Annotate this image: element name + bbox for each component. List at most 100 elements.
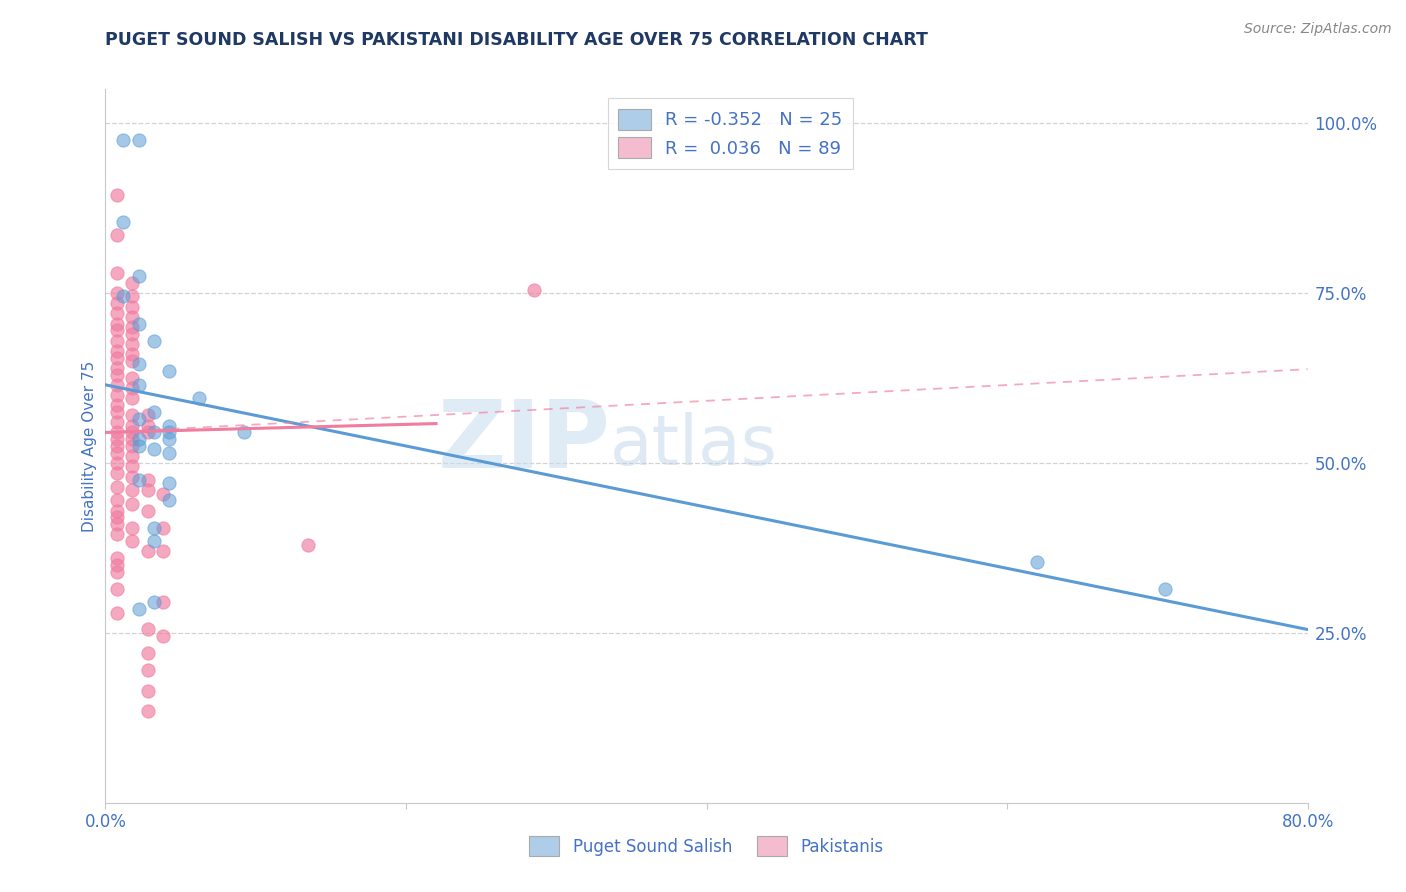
- Point: [107, 517, 129, 532]
- Point: [121, 320, 143, 334]
- Point: [121, 300, 143, 314]
- Point: [136, 544, 159, 558]
- Point: [107, 606, 129, 620]
- Point: [128, 377, 150, 392]
- Point: [121, 289, 143, 303]
- Point: [107, 510, 129, 524]
- Point: [107, 405, 129, 419]
- Point: [121, 371, 143, 385]
- Point: [136, 425, 159, 440]
- Point: [136, 483, 159, 498]
- Point: [107, 439, 129, 453]
- Point: [128, 412, 150, 426]
- Point: [157, 418, 180, 433]
- Point: [107, 377, 129, 392]
- Point: [107, 286, 129, 301]
- Point: [107, 432, 129, 446]
- Point: [107, 187, 129, 202]
- Point: [107, 446, 129, 460]
- Point: [107, 334, 129, 348]
- Point: [121, 425, 143, 440]
- Point: [157, 446, 180, 460]
- Point: [121, 534, 143, 549]
- Point: [157, 493, 180, 508]
- Point: [112, 133, 135, 147]
- Point: [121, 337, 143, 351]
- Point: [107, 415, 129, 429]
- Point: [152, 520, 174, 534]
- Point: [121, 392, 143, 406]
- Point: [121, 459, 143, 474]
- Point: [297, 537, 319, 551]
- Point: [107, 480, 129, 494]
- Point: [121, 439, 143, 453]
- Point: [107, 466, 129, 480]
- Point: [136, 623, 159, 637]
- Point: [107, 228, 129, 243]
- Point: [142, 405, 165, 419]
- Point: [121, 310, 143, 324]
- Point: [152, 595, 174, 609]
- Point: [128, 439, 150, 453]
- Point: [128, 473, 150, 487]
- Point: [136, 704, 159, 718]
- Point: [121, 449, 143, 463]
- Point: [107, 351, 129, 365]
- Point: [121, 276, 143, 290]
- Point: [128, 269, 150, 284]
- Point: [121, 432, 143, 446]
- Text: ZIP: ZIP: [437, 396, 610, 489]
- Point: [136, 503, 159, 517]
- Text: Source: ZipAtlas.com: Source: ZipAtlas.com: [1244, 22, 1392, 37]
- Point: [107, 296, 129, 310]
- Point: [142, 534, 165, 549]
- Point: [121, 418, 143, 433]
- Point: [107, 527, 129, 541]
- Point: [107, 368, 129, 382]
- Point: [157, 432, 180, 446]
- Point: [121, 381, 143, 395]
- Point: [1153, 582, 1175, 596]
- Point: [142, 334, 165, 348]
- Point: [107, 388, 129, 402]
- Point: [136, 646, 159, 660]
- Point: [107, 425, 129, 440]
- Point: [107, 582, 129, 596]
- Point: [128, 133, 150, 147]
- Point: [152, 486, 174, 500]
- Point: [157, 476, 180, 491]
- Y-axis label: Disability Age Over 75: Disability Age Over 75: [82, 360, 97, 532]
- Point: [142, 520, 165, 534]
- Point: [121, 354, 143, 368]
- Point: [128, 317, 150, 331]
- Point: [107, 266, 129, 280]
- Point: [107, 558, 129, 572]
- Point: [121, 469, 143, 483]
- Point: [107, 317, 129, 331]
- Point: [157, 364, 180, 378]
- Point: [107, 306, 129, 320]
- Point: [136, 418, 159, 433]
- Point: [107, 456, 129, 470]
- Point: [128, 432, 150, 446]
- Point: [107, 565, 129, 579]
- Point: [112, 215, 135, 229]
- Point: [128, 602, 150, 616]
- Point: [187, 392, 209, 406]
- Point: [121, 520, 143, 534]
- Point: [107, 323, 129, 337]
- Legend: Puget Sound Salish, Pakistanis: Puget Sound Salish, Pakistanis: [523, 830, 890, 863]
- Point: [107, 551, 129, 566]
- Point: [107, 493, 129, 508]
- Point: [232, 425, 254, 440]
- Point: [523, 283, 546, 297]
- Point: [107, 360, 129, 375]
- Point: [1026, 555, 1049, 569]
- Point: [157, 425, 180, 440]
- Point: [152, 629, 174, 643]
- Point: [107, 398, 129, 412]
- Point: [121, 347, 143, 361]
- Point: [128, 358, 150, 372]
- Point: [121, 497, 143, 511]
- Point: [112, 289, 135, 303]
